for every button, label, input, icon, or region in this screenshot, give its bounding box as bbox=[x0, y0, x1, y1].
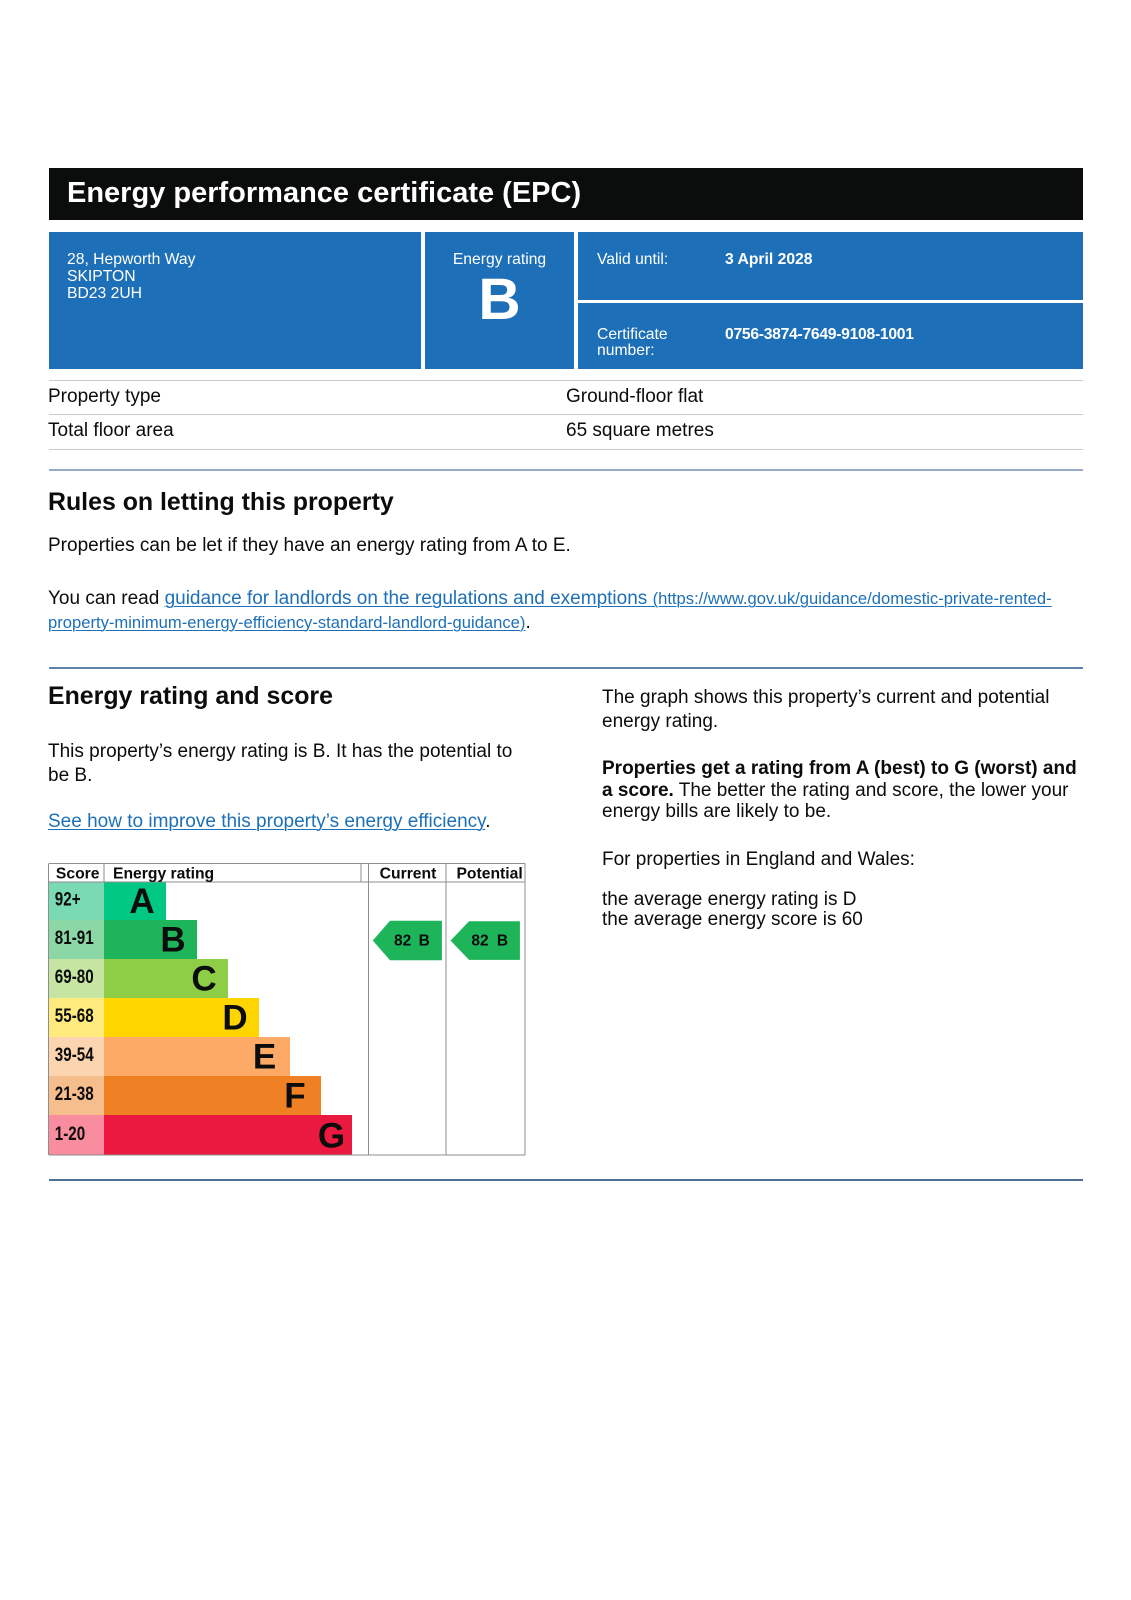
svg-text:E: E bbox=[253, 1038, 276, 1077]
svg-text:55-68: 55-68 bbox=[55, 1005, 94, 1027]
svg-text:F: F bbox=[284, 1077, 305, 1116]
svg-text:Score: Score bbox=[56, 866, 100, 883]
svg-text:B: B bbox=[160, 921, 185, 960]
svg-text:G: G bbox=[318, 1116, 345, 1155]
svg-text:Current: Current bbox=[380, 866, 437, 883]
svg-text:81-91: 81-91 bbox=[55, 927, 94, 949]
svg-text:82: 82 bbox=[471, 933, 488, 950]
svg-text:Energy rating: Energy rating bbox=[113, 866, 214, 883]
svg-text:82: 82 bbox=[394, 933, 411, 950]
svg-text:39-54: 39-54 bbox=[55, 1044, 94, 1066]
svg-text:92+: 92+ bbox=[55, 888, 81, 910]
svg-text:1-20: 1-20 bbox=[55, 1122, 85, 1144]
svg-text:21-38: 21-38 bbox=[55, 1083, 94, 1105]
svg-text:69-80: 69-80 bbox=[55, 966, 94, 988]
svg-text:C: C bbox=[191, 960, 216, 999]
svg-text:D: D bbox=[222, 999, 247, 1038]
svg-text:Potential: Potential bbox=[456, 866, 522, 883]
svg-text:A: A bbox=[129, 882, 154, 921]
svg-text:B: B bbox=[419, 933, 430, 950]
svg-text:B: B bbox=[497, 933, 508, 950]
